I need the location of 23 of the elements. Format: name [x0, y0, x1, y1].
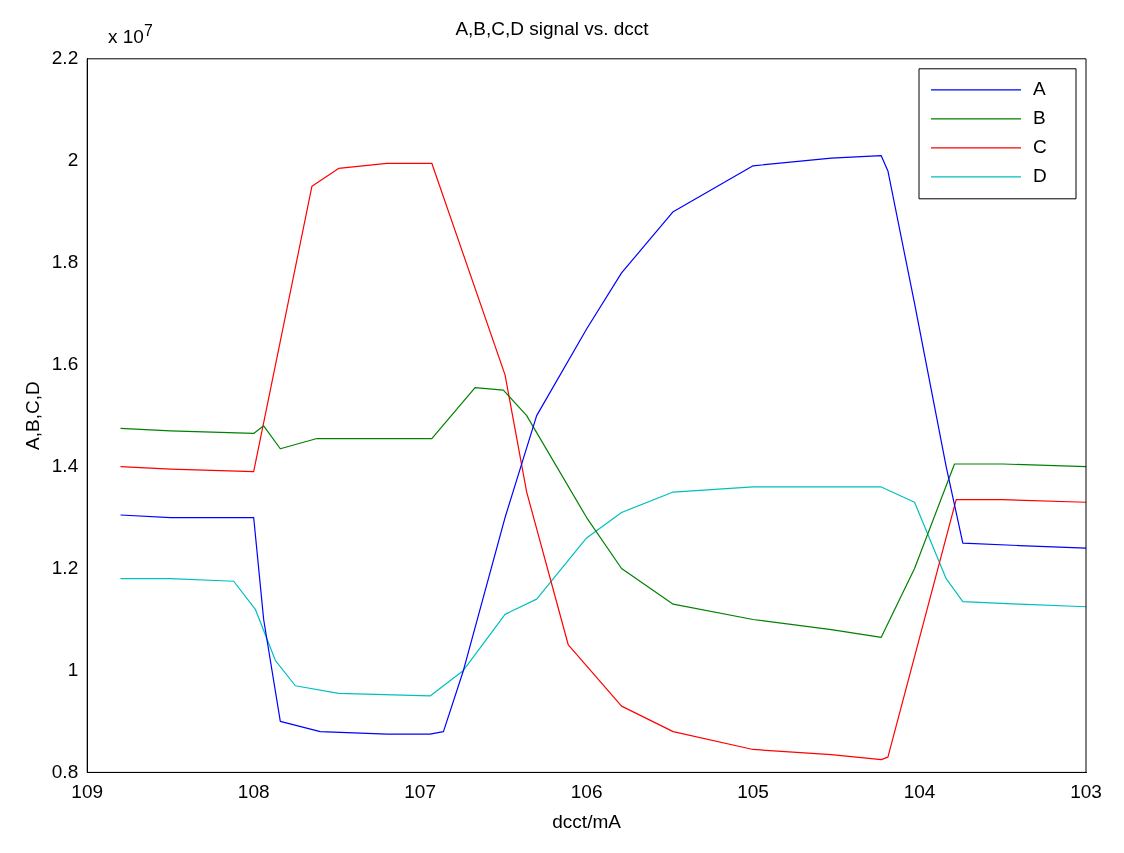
legend-label: C	[1033, 136, 1047, 158]
legend-label: B	[1033, 107, 1046, 129]
x-tick-label: 103	[1070, 781, 1102, 803]
y-tick-label: 1.4	[51, 454, 79, 476]
y-axis-title: A,B,C,D	[21, 381, 43, 450]
x-tick-label: 108	[237, 781, 270, 803]
text: x 10$^{7}$	[108, 22, 153, 49]
y-tick-label: 1.8	[51, 250, 79, 272]
x-tick-label: 109	[71, 781, 104, 803]
x-tick-label: 104	[903, 781, 936, 803]
x-tick-label: 107	[404, 781, 436, 803]
y-tick-label: 1.6	[51, 352, 79, 374]
x-tick-label: 106	[570, 781, 603, 803]
y-tick-label: 1.2	[51, 556, 79, 578]
y-tick-label: 2	[67, 148, 79, 170]
y-tick-label: 0.8	[51, 760, 79, 782]
legend-label: A	[1033, 78, 1046, 100]
y-tick-label: 2.2	[51, 47, 79, 69]
legend-label: D	[1033, 165, 1047, 187]
chart-title: A,B,C,D signal vs. dcct	[455, 17, 650, 39]
x-axis-title: dcct/mA	[552, 810, 622, 832]
x-tick-label: 105	[737, 781, 769, 803]
y-tick-label: 1	[67, 658, 79, 680]
